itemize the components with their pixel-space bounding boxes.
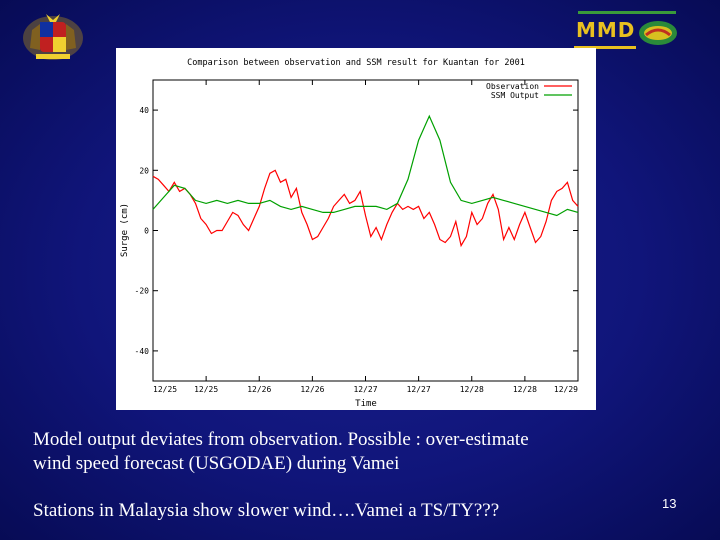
mmd-emblem-icon	[639, 21, 677, 45]
y-axis-label: Surge (cm)	[120, 203, 130, 257]
legend-label-ssm-output: SSM Output	[491, 91, 539, 100]
surge-comparison-chart: Comparison between observation and SSM r…	[120, 58, 579, 409]
x-tick-label: 12/25	[153, 385, 177, 394]
x-tick-label: 12/26	[247, 385, 271, 394]
mmd-logo: MMD	[570, 8, 680, 52]
logo-top-stripe	[578, 11, 676, 14]
legend-label-observation: Observation	[486, 82, 539, 91]
logo-underline	[574, 46, 636, 49]
x-tick-label: 12/26	[300, 385, 324, 394]
x-tick-label: 12/27	[407, 385, 431, 394]
caption-line-3: Stations in Malaysia show slower wind….V…	[33, 500, 500, 521]
chart-panel: Comparison between observation and SSM r…	[116, 48, 596, 410]
caption-paragraph: Model output deviates from observation. …	[33, 428, 673, 476]
x-tick-label: 12/25	[194, 385, 218, 394]
chart-title: Comparison between observation and SSM r…	[187, 58, 525, 68]
x-tick-label: 12/28	[513, 385, 537, 394]
series-line-observation	[152, 169, 579, 248]
malaysia-coat-of-arms-icon	[23, 14, 83, 60]
x-tick-label: 12/27	[353, 385, 377, 394]
caption-line-1: Model output deviates from observation. …	[33, 429, 529, 450]
series-line-ssm-output	[152, 114, 579, 217]
x-tick-label: 12/28	[460, 385, 484, 394]
y-tick-label: 20	[139, 166, 149, 175]
page-number: 13	[662, 496, 677, 511]
x-tick-label: 12/29	[554, 385, 578, 394]
y-tick-label: -40	[135, 347, 150, 356]
y-tick-label: -20	[135, 287, 150, 296]
x-axis-label: Time	[355, 399, 377, 409]
y-tick-label: 0	[144, 227, 149, 236]
logo-text: MMD	[576, 18, 636, 42]
y-tick-label: 40	[139, 106, 149, 115]
caption-line-2: wind speed forecast (USGODAE) during Vam…	[33, 453, 400, 474]
